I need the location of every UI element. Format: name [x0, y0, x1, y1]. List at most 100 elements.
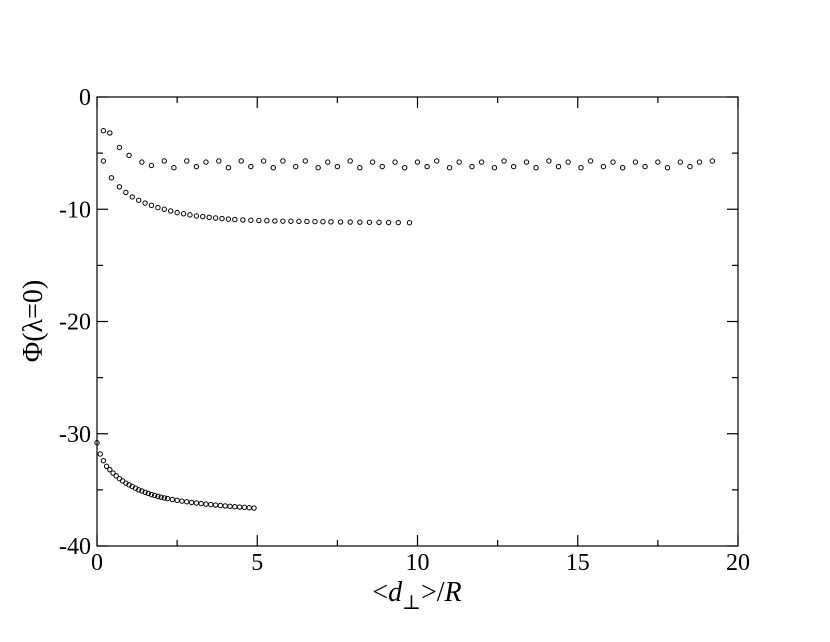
y-axis-title: Φ(λ=0)	[18, 280, 49, 362]
data-point-series-1	[347, 158, 353, 164]
data-point-series-3	[236, 504, 243, 510]
data-point-series-2	[328, 219, 334, 225]
data-point-series-1	[116, 144, 123, 151]
data-point-series-2	[232, 216, 238, 223]
data-point-series-1	[107, 130, 113, 136]
data-point-series-3	[169, 496, 176, 503]
data-point-series-2	[272, 218, 278, 224]
data-point-series-2	[225, 216, 232, 222]
data-point-series-3	[227, 503, 233, 510]
data-point-series-1	[491, 165, 498, 171]
data-point-series-2	[304, 218, 310, 225]
y-tick-label: -40	[59, 534, 91, 560]
data-point-series-2	[219, 215, 225, 222]
data-point-series-3	[148, 491, 155, 498]
data-point-series-1	[578, 165, 584, 171]
data-point-series-1	[655, 159, 661, 165]
data-point-series-1	[293, 163, 299, 170]
data-point-series-1	[139, 159, 145, 165]
data-point-series-1	[709, 158, 716, 164]
x-tick-label: 15	[566, 550, 590, 576]
data-point-series-2	[116, 184, 123, 190]
data-point-series-1	[642, 163, 648, 170]
data-point-series-1	[456, 159, 462, 165]
data-point-series-1	[260, 158, 267, 164]
data-point-series-1	[100, 158, 107, 164]
data-point-series-2	[256, 217, 262, 224]
data-point-series-1	[619, 165, 626, 171]
data-point-series-2	[206, 214, 212, 221]
data-point-series-2	[357, 219, 363, 225]
data-point-series-1	[171, 165, 177, 171]
data-point-series-1	[280, 158, 286, 164]
data-point-series-2	[135, 197, 142, 203]
data-point-series-1	[555, 163, 562, 170]
data-point-series-3	[217, 502, 224, 509]
data-point-series-1	[677, 159, 684, 165]
data-point-series-1	[401, 165, 408, 171]
data-point-series-1	[600, 163, 607, 170]
data-point-series-3	[246, 505, 252, 511]
data-point-series-3	[145, 490, 151, 497]
data-point-series-2	[212, 215, 219, 221]
x-tick-label: 5	[251, 550, 263, 576]
data-point-series-1	[270, 165, 276, 171]
data-point-series-1	[501, 158, 507, 164]
data-point-series-1	[315, 165, 321, 171]
data-point-series-1	[434, 158, 440, 164]
data-point-series-3	[158, 494, 164, 500]
data-point-series-1	[446, 165, 453, 171]
data-point-series-2	[100, 127, 107, 134]
data-point-series-3	[184, 499, 190, 505]
data-point-series-1	[161, 158, 168, 164]
data-point-series-1	[184, 158, 190, 164]
data-point-series-1	[379, 163, 385, 170]
data-point-series-3	[94, 440, 100, 446]
data-point-series-2	[193, 213, 200, 219]
data-point-series-1	[469, 163, 475, 170]
data-point-series-2	[180, 211, 187, 217]
data-point-series-3	[161, 495, 168, 501]
data-point-series-1	[302, 158, 309, 164]
data-point-series-2	[148, 202, 155, 209]
data-point-series-1	[565, 159, 571, 165]
data-point-series-3	[151, 492, 158, 499]
data-point-series-2	[385, 219, 392, 226]
data-point-series-3	[241, 504, 248, 511]
y-tick-label: -10	[59, 197, 91, 223]
data-point-series-1	[546, 158, 552, 164]
data-point-series-1	[632, 159, 639, 165]
data-point-series-1	[392, 159, 398, 165]
data-point-series-2	[406, 220, 413, 226]
y-tick-label: -30	[59, 422, 91, 448]
data-point-series-1	[334, 163, 341, 170]
data-point-series-2	[395, 219, 401, 226]
data-point-series-3	[232, 504, 238, 510]
data-point-series-2	[288, 218, 294, 224]
data-point-series-2	[174, 209, 180, 216]
data-point-series-2	[155, 204, 161, 211]
data-point-series-3	[222, 503, 228, 509]
x-axis-title-var: d	[388, 577, 403, 608]
data-point-series-2	[312, 218, 318, 225]
data-point-series-1	[148, 162, 155, 169]
data-point-series-1	[216, 158, 222, 164]
data-point-series-3	[179, 498, 185, 504]
data-point-series-1	[325, 159, 331, 165]
data-point-series-1	[238, 158, 244, 164]
data-point-series-3	[97, 451, 103, 457]
axis-ticks	[96, 96, 739, 547]
data-point-series-2	[337, 219, 344, 225]
x-axis-title-open: <	[372, 577, 388, 608]
axis-tick-labels: 0 5 10 15 20 0 -10 -20 -30 -40	[59, 85, 750, 576]
data-point-series-3	[103, 463, 110, 470]
x-axis-title-close: >/	[421, 577, 445, 608]
x-tick-label: 0	[91, 550, 103, 576]
data-point-series-3	[135, 487, 142, 493]
data-point-series-3	[100, 457, 107, 464]
data-point-series-3	[113, 473, 119, 479]
data-point-series-1	[533, 165, 539, 171]
data-point-series-3	[251, 505, 257, 511]
data-point-series-3	[208, 501, 214, 508]
